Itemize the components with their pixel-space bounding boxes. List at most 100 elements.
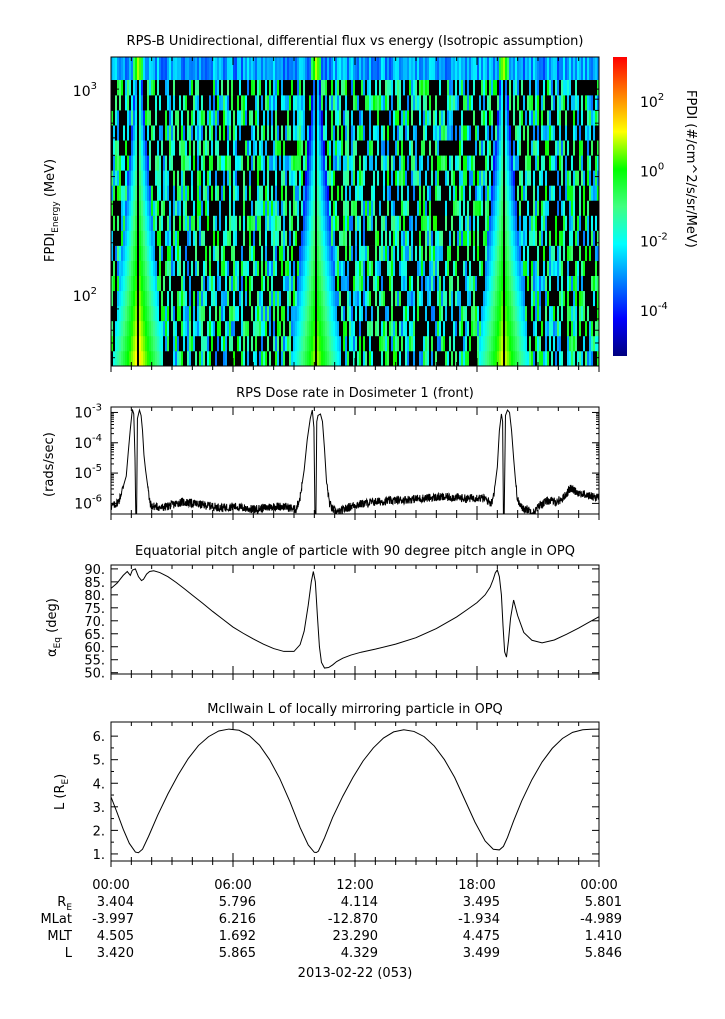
spectrogram-cell (543, 170, 546, 186)
spectrogram-cell (559, 110, 562, 126)
spectrogram-cell (239, 305, 242, 322)
spectrogram-cell (171, 260, 174, 276)
spectrogram-cell (301, 290, 304, 307)
spectrogram-cell (223, 305, 226, 322)
spectrogram-cell (583, 125, 586, 141)
flux-spectrogram-panel: RPS-B Unidirectional, differential flux … (43, 34, 600, 372)
spectrogram-cell (155, 260, 158, 276)
spectrogram-top-channel-cell (401, 57, 404, 81)
spectrogram-cell (311, 260, 314, 276)
spectrogram-cell (167, 185, 170, 201)
spectrogram-cell (343, 125, 346, 141)
spectrogram-cell (253, 320, 256, 337)
spectrogram-cell (417, 95, 420, 111)
spectrogram-cell (457, 140, 460, 156)
spectrogram-cell (509, 140, 512, 156)
spectrogram-cell (121, 275, 124, 292)
spectrogram-cell (371, 95, 374, 111)
spectrogram-cell (201, 290, 204, 307)
spectrogram-cell (425, 170, 428, 186)
spectrogram-cell (547, 185, 550, 201)
spectrogram-cell (341, 335, 344, 352)
spectrogram-cell (591, 260, 594, 276)
spectrogram-cell (355, 275, 358, 292)
spectrogram-cell (173, 275, 176, 292)
spectrogram-cell (143, 125, 146, 141)
spectrogram-cell (147, 200, 150, 216)
spectrogram-cell (193, 305, 196, 322)
spectrogram-top-channel-cell (391, 57, 394, 81)
spectrogram-cell (275, 350, 278, 366)
spectrogram-cell (457, 290, 460, 307)
spectrogram-cell (229, 230, 232, 246)
spectrogram-cell (343, 200, 346, 216)
spectrogram-cell (117, 260, 120, 276)
spectrogram-cell (511, 335, 514, 352)
spectrogram-cell (179, 200, 182, 216)
spectrogram-cell (455, 125, 458, 141)
spectrogram-cell (483, 320, 486, 337)
spectrogram-cell (557, 200, 560, 216)
spectrogram-cell (399, 335, 402, 352)
spectrogram-cell (123, 80, 126, 96)
spectrogram-cell (111, 170, 114, 186)
spectrogram-cell (245, 275, 248, 292)
spectrogram-cell (581, 320, 584, 337)
spectrogram-cell (185, 155, 188, 171)
spectrogram-cell (523, 95, 526, 111)
spectrogram-cell (141, 110, 144, 126)
spectrogram-cell (449, 95, 452, 111)
spectrogram-cell (147, 80, 150, 96)
spectrogram-cell (177, 95, 180, 111)
spectrogram-cell (353, 140, 356, 156)
spectrogram-cell (111, 200, 114, 216)
spectrogram-cell (347, 215, 350, 231)
spectrogram-cell (195, 215, 198, 231)
spectrogram-cell (217, 335, 220, 352)
spectrogram-cell (395, 260, 398, 276)
spectrogram-cell (433, 290, 436, 307)
spectrogram-cell (339, 335, 342, 352)
spectrogram-cell (255, 230, 258, 246)
spectrogram-cell (197, 260, 200, 276)
spectrogram-cell (211, 110, 214, 126)
spectrogram-cell (271, 110, 274, 126)
spectrogram-cell (151, 230, 154, 246)
spectrogram-cell (465, 230, 468, 246)
spectrogram-cell (147, 95, 150, 111)
spectrogram-cell (427, 80, 430, 96)
spectrogram-cell (253, 245, 256, 261)
spectrogram-cell (487, 125, 490, 141)
spectrogram-cell (549, 185, 552, 201)
spectrogram-cell (591, 320, 594, 337)
spectrogram-cell (397, 125, 400, 141)
spectrogram-cell (337, 245, 340, 261)
spectrogram-cell (287, 95, 290, 111)
spectrogram-cell (467, 95, 470, 111)
spectrogram-top-channel-cell (251, 57, 254, 81)
spectrogram-cell (431, 185, 434, 201)
spectrogram-cell (503, 170, 506, 186)
spectrogram-cell (215, 320, 218, 337)
spectrogram-cell (151, 245, 154, 261)
spectrogram-cell (283, 185, 286, 201)
spectrogram-cell (119, 80, 122, 96)
spectrogram-cell (533, 125, 536, 141)
spectrogram-top-channel-cell (571, 57, 574, 81)
spectrogram-cell (433, 260, 436, 276)
spectrogram-cell (135, 320, 138, 337)
spectrogram-cell (489, 335, 492, 352)
spectrogram-cell (191, 95, 194, 111)
spectrogram-cell (385, 260, 388, 276)
spectrogram-cell (247, 305, 250, 322)
spectrogram-cell (273, 290, 276, 307)
spectrogram-cell (465, 245, 468, 261)
spectrogram-cell (263, 290, 266, 307)
spectrogram-cell (445, 305, 448, 322)
spectrogram-cell (405, 125, 408, 141)
spectrogram-cell (505, 200, 508, 216)
spectrogram-cell (265, 170, 268, 186)
spectrogram-cell (461, 320, 464, 337)
spectrogram-cell (193, 200, 196, 216)
spectrogram-cell (331, 185, 334, 201)
